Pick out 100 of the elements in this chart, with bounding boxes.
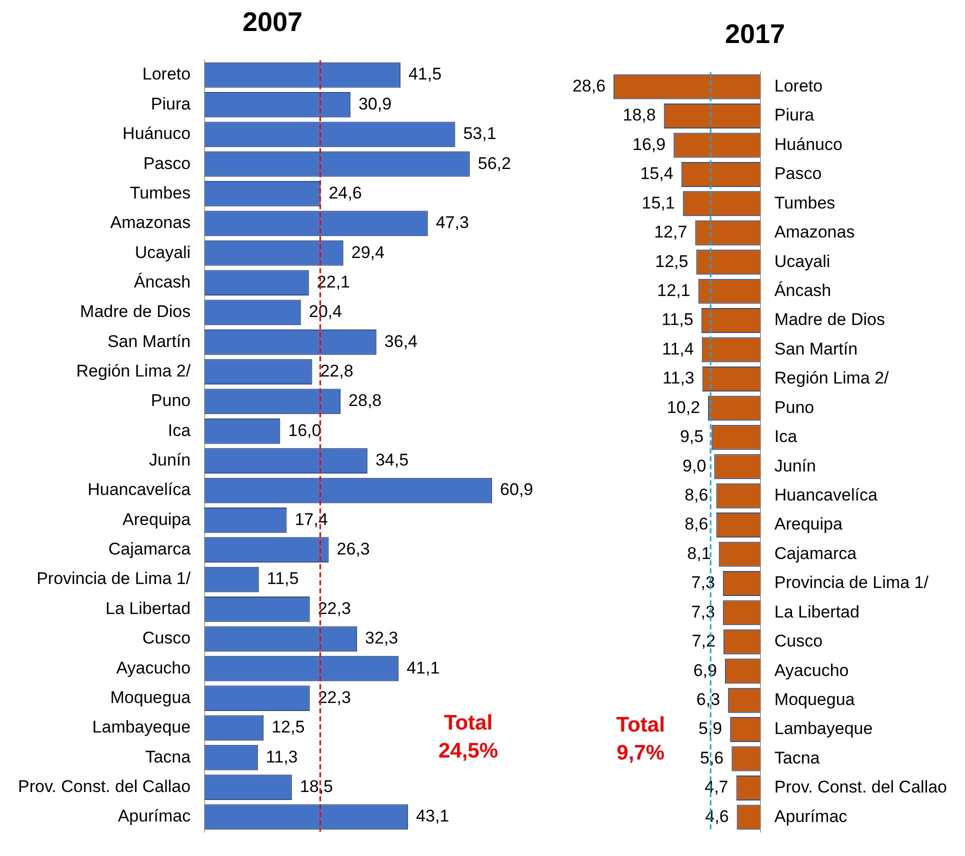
data-label: 7,2 xyxy=(692,632,716,651)
y-tick-label: Huancavelíca xyxy=(774,486,878,505)
y-tick-label: Piura xyxy=(774,106,815,125)
y-tick-label: La Libertad xyxy=(774,602,860,622)
data-label: 30,9 xyxy=(358,94,392,114)
y-tick-label: Tumbes xyxy=(130,183,191,202)
data-label: 11,3 xyxy=(266,747,298,766)
data-label: 9,0 xyxy=(682,456,706,476)
data-label: 8,1 xyxy=(687,544,711,563)
data-label: 4,6 xyxy=(705,806,729,826)
data-label: 7,3 xyxy=(691,602,715,622)
y-tick-label: Tacna xyxy=(774,748,820,768)
y-tick-label: Loreto xyxy=(142,64,191,84)
y-tick-label: Región Lima 2/ xyxy=(76,361,191,380)
data-label: 28,6 xyxy=(572,76,606,96)
y-tick-label: Ucayali xyxy=(774,252,830,271)
y-tick-label: Pasco xyxy=(143,154,191,173)
data-label: 22,8 xyxy=(320,361,354,380)
y-tick-label: Provincia de Lima 1/ xyxy=(36,569,191,588)
y-tick-label: Cusco xyxy=(142,628,191,648)
chart-title: 2017 xyxy=(724,18,786,51)
y-tick-label: Piura xyxy=(150,94,192,114)
data-label: 43,1 xyxy=(416,806,450,826)
data-label: 22,1 xyxy=(316,272,350,292)
data-label: 60,9 xyxy=(500,480,534,500)
y-tick-label: Huancavelíca xyxy=(88,480,192,500)
data-label: 5,6 xyxy=(700,748,724,768)
y-tick-label: Provincia de Lima 1/ xyxy=(774,573,929,592)
data-label: 20,4 xyxy=(308,302,342,322)
y-tick-label: Cajamarca xyxy=(108,540,192,559)
y-tick-label: Loreto xyxy=(774,76,823,96)
data-label: 12,5 xyxy=(272,718,305,737)
y-tick-label: Pasco xyxy=(774,164,822,184)
data-label: 41,5 xyxy=(408,64,442,84)
data-label: 41,1 xyxy=(406,658,440,678)
data-label: 12,1 xyxy=(657,281,690,300)
y-tick-label: Junín xyxy=(774,456,816,476)
y-tick-label: Prov. Const. del Callao xyxy=(18,776,191,796)
data-label: 11,3 xyxy=(662,368,694,388)
data-label: 4,7 xyxy=(704,778,728,797)
ref-line-label: Total 9,7% xyxy=(616,713,665,764)
data-label: 15,1 xyxy=(642,193,675,212)
y-tick-label: Junín xyxy=(149,450,191,470)
y-tick-label: Arequipa xyxy=(122,510,192,529)
y-tick-label: Tacna xyxy=(145,747,192,766)
data-label: 7,3 xyxy=(691,573,715,592)
data-label: 56,2 xyxy=(478,154,511,173)
y-tick-label: Región Lima 2/ xyxy=(774,368,890,388)
data-label: 32,3 xyxy=(365,628,398,648)
data-label: 12,5 xyxy=(655,252,688,271)
data-label: 17,4 xyxy=(294,510,328,529)
data-label: 22,3 xyxy=(318,688,351,707)
y-tick-label: Moquegua xyxy=(110,688,192,707)
data-label: 18,5 xyxy=(300,776,334,796)
y-tick-label: Tumbes xyxy=(774,193,836,212)
data-label: 16,0 xyxy=(288,420,322,440)
data-label: 29,4 xyxy=(351,242,384,262)
data-label: 18,8 xyxy=(622,106,656,125)
y-tick-label: Áncash xyxy=(134,272,191,292)
data-label: 11,5 xyxy=(266,569,299,588)
data-label: 15,4 xyxy=(640,164,674,184)
data-label: 12,7 xyxy=(654,222,688,242)
y-tick-label: La Libertad xyxy=(106,598,191,618)
y-tick-label: Puno xyxy=(774,398,814,417)
y-tick-label: San Martín xyxy=(107,332,191,351)
y-tick-label: Madre de Dios xyxy=(774,310,885,330)
y-tick-label: Prov. Const. del Callao xyxy=(774,778,948,797)
y-tick-label: San Martín xyxy=(774,339,858,358)
y-tick-label: Cajamarca xyxy=(774,544,858,563)
y-tick-label: Huánuco xyxy=(774,134,842,154)
y-tick-label: Puno xyxy=(150,391,191,410)
y-tick-label: Ucayali xyxy=(134,242,191,262)
y-tick-label: Lambayeque xyxy=(92,718,191,737)
data-label: 11,4 xyxy=(662,339,694,358)
data-label: 6,3 xyxy=(696,690,720,710)
y-tick-label: Huánuco xyxy=(122,124,191,144)
data-label: 22,3 xyxy=(318,598,351,618)
y-tick-label: Ayacucho xyxy=(774,660,849,680)
data-label: 8,6 xyxy=(684,486,708,505)
ref-line-label: Total 24,5% xyxy=(438,712,498,763)
data-label: 53,1 xyxy=(463,124,496,144)
y-tick-label: Amazonas xyxy=(110,213,191,232)
data-label: 16,9 xyxy=(632,134,666,154)
y-tick-label: Madre de Dios xyxy=(80,302,191,322)
y-tick-label: Áncash xyxy=(774,281,832,300)
data-label: 11,5 xyxy=(662,310,694,330)
y-tick-label: Amazonas xyxy=(774,222,855,242)
data-label: 6,9 xyxy=(693,660,717,680)
data-label: 8,6 xyxy=(684,514,708,534)
data-label: 24,6 xyxy=(328,183,362,202)
y-tick-label: Moquegua xyxy=(774,690,856,710)
y-tick-label: Ayacucho xyxy=(116,658,191,678)
data-label: 34,5 xyxy=(375,450,409,470)
data-label: 10,2 xyxy=(666,398,700,417)
data-label: 28,8 xyxy=(348,391,382,410)
y-tick-label: Ica xyxy=(168,420,192,440)
data-label: 26,3 xyxy=(336,540,370,559)
data-label: 9,5 xyxy=(680,427,704,446)
y-tick-label: Cusco xyxy=(774,632,823,651)
y-tick-label: Lambayeque xyxy=(774,719,873,738)
